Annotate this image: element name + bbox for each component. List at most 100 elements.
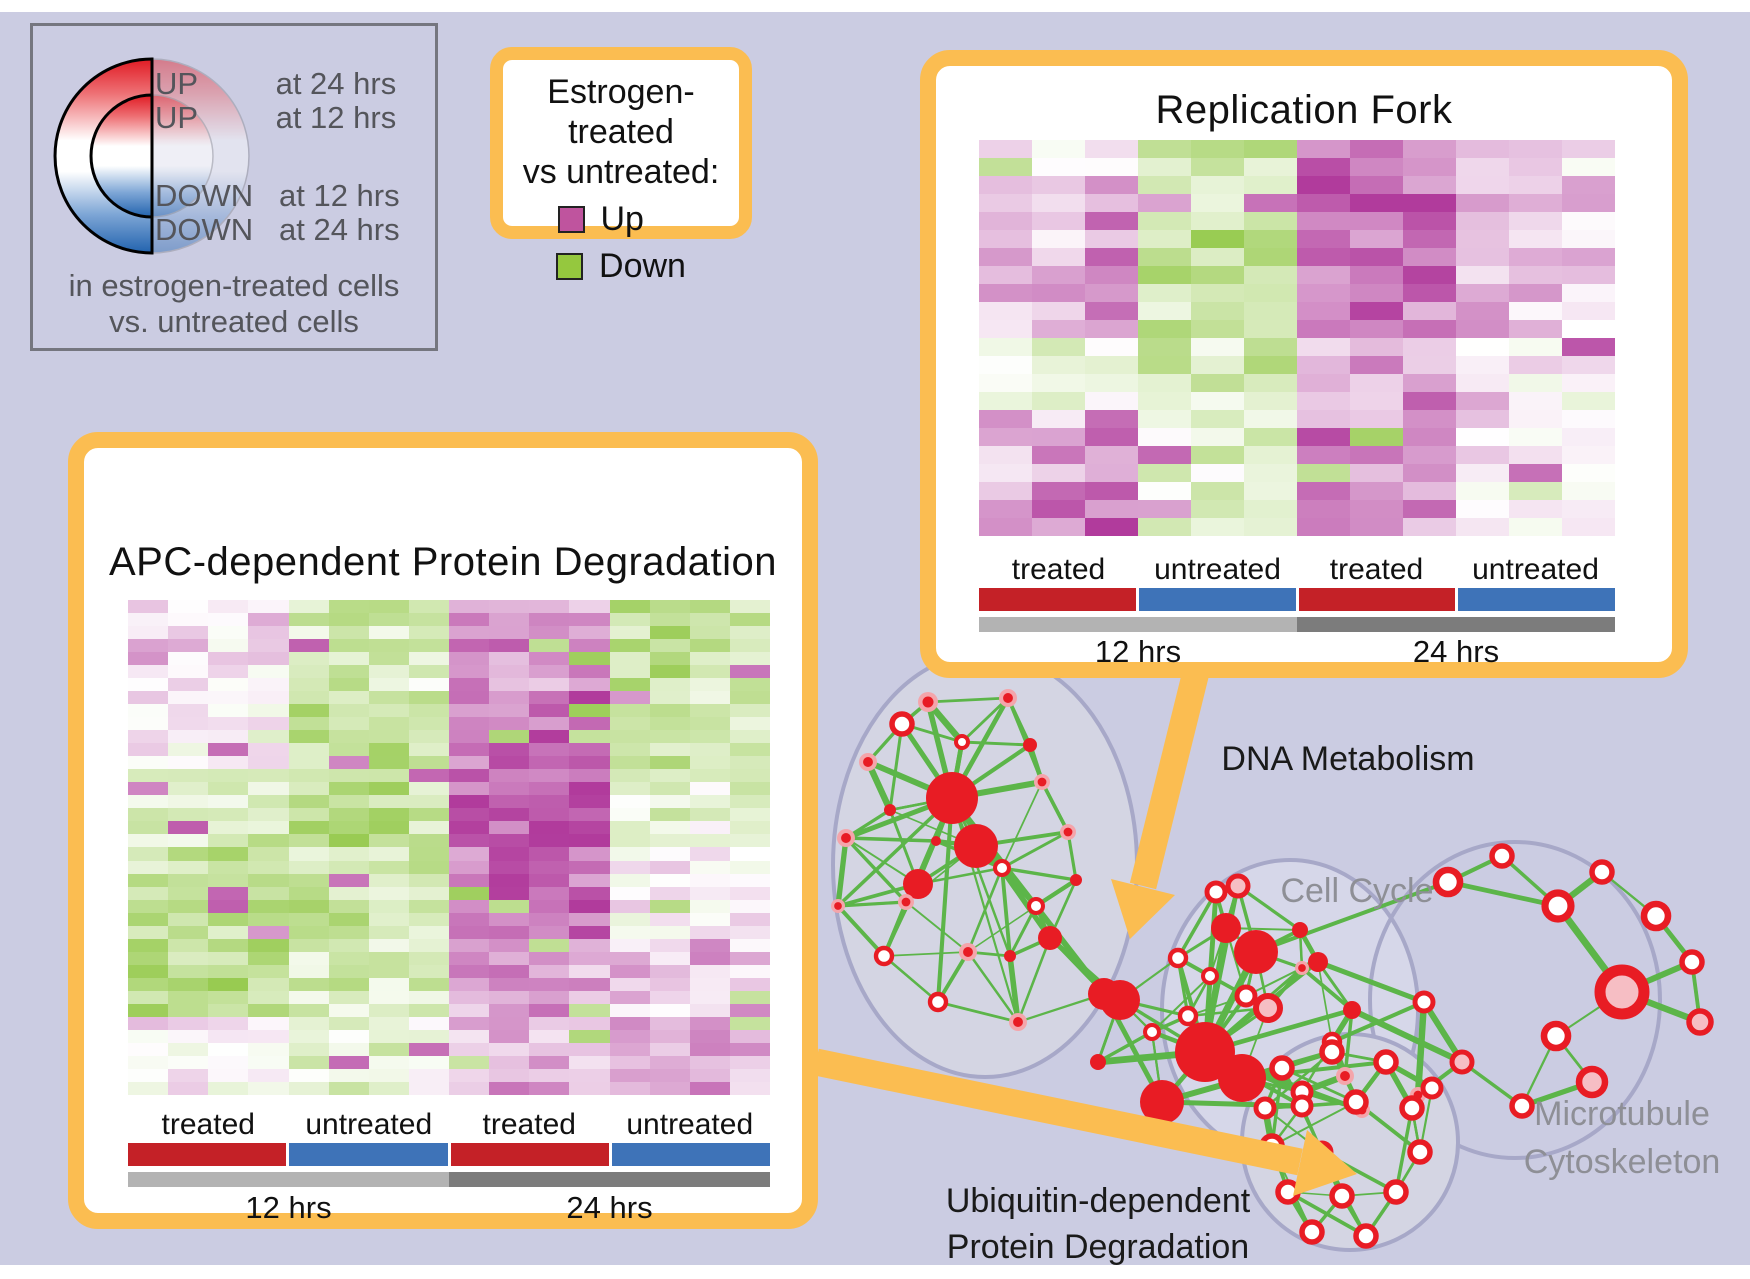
- heatmap-cell: [529, 717, 570, 731]
- heatmap-cell: [168, 782, 209, 796]
- heatmap-cell: [649, 964, 690, 978]
- heatmap-cell: [449, 808, 490, 822]
- heatmap-cell: [1350, 302, 1403, 320]
- heatmap-cell: [1297, 248, 1350, 266]
- heatmap-cell: [1297, 356, 1350, 374]
- heatmap-cell: [368, 730, 409, 744]
- heatmap-cell: [208, 704, 249, 718]
- heatmap-cell: [1191, 302, 1244, 320]
- heatmap-cell: [1032, 158, 1085, 176]
- heatmap-cell: [609, 1042, 650, 1056]
- heatmap-cell: [248, 639, 289, 653]
- heatmap-cell: [689, 600, 730, 614]
- heatmap-cell: [128, 678, 169, 692]
- heatmap-cell: [168, 899, 209, 913]
- heatmap-cell: [489, 1068, 530, 1082]
- heatmap-cell: [569, 652, 610, 666]
- heatmap-cell: [1562, 158, 1615, 176]
- heatmap-cell: [1085, 428, 1138, 446]
- heatmap-cell: [208, 873, 249, 887]
- heatmap-cell: [288, 886, 329, 900]
- heatmap-cell: [288, 639, 329, 653]
- heatmap-cell: [288, 613, 329, 627]
- heatmap-cell: [128, 665, 169, 679]
- heatmap-cell: [489, 730, 530, 744]
- replication-fork-condition-bar: [979, 588, 1615, 611]
- apc-title: APC-dependent Protein Degradation: [108, 540, 778, 584]
- heatmap-cell: [368, 1068, 409, 1082]
- heatmap-cell: [128, 990, 169, 1004]
- heatmap-cell: [208, 691, 249, 705]
- heatmap-cell: [1297, 266, 1350, 284]
- heatmap-cell: [248, 808, 289, 822]
- heatmap-cell: [649, 717, 690, 731]
- heatmap-cell: [1509, 518, 1562, 536]
- heatmap-cell: [649, 652, 690, 666]
- heatmap-cell: [1244, 284, 1297, 302]
- heatmap-cell: [1244, 266, 1297, 284]
- untreated-bar: [611, 1143, 770, 1166]
- heatmap-cell: [288, 665, 329, 679]
- heatmap-cell: [529, 1081, 570, 1095]
- heatmap-cell: [168, 756, 209, 770]
- heatmap-cell: [729, 1081, 770, 1095]
- heatmap-cell: [449, 691, 490, 705]
- untreated-bar: [289, 1143, 448, 1166]
- heatmap-cell: [609, 717, 650, 731]
- heatmap-cell: [328, 743, 369, 757]
- heatmap-cell: [609, 678, 650, 692]
- heatmap-cell: [288, 626, 329, 640]
- heatmap-cell: [1456, 410, 1509, 428]
- heatmap-cell: [489, 639, 530, 653]
- heatmap-cell: [729, 847, 770, 861]
- heatmap-cell: [408, 912, 449, 926]
- heatmap-cell: [1456, 230, 1509, 248]
- heatmap-cell: [288, 1003, 329, 1017]
- heatmap-cell: [248, 834, 289, 848]
- heatmap-cell: [168, 964, 209, 978]
- heatmap-cell: [489, 912, 530, 926]
- heatmap-cell: [1403, 428, 1456, 446]
- heatmap-cell: [569, 925, 610, 939]
- heatmap-cell: [449, 977, 490, 991]
- heatmap-cell: [1297, 194, 1350, 212]
- heatmap-cell: [729, 756, 770, 770]
- heatmap-cell: [689, 1016, 730, 1030]
- heatmap-cell: [368, 782, 409, 796]
- heatmap-cell: [1350, 194, 1403, 212]
- apc-time-bar: [128, 1172, 770, 1187]
- heatmap-cell: [729, 821, 770, 835]
- heatmap-cell: [328, 704, 369, 718]
- heatmap-cell: [208, 769, 249, 783]
- heatmap-cell: [729, 652, 770, 666]
- heatmap-cell: [1350, 140, 1403, 158]
- heatmap-cell: [288, 717, 329, 731]
- heatmap-cell: [248, 1081, 289, 1095]
- heatmap-cell: [609, 990, 650, 1004]
- heatmap-cell: [729, 912, 770, 926]
- heatmap-cell: [1350, 176, 1403, 194]
- heatmap-cell: [1244, 176, 1297, 194]
- heatmap-cell: [1456, 338, 1509, 356]
- heatmap-cell: [368, 691, 409, 705]
- heatmap-cell: [689, 951, 730, 965]
- heatmap-cell: [248, 704, 289, 718]
- heatmap-cell: [408, 691, 449, 705]
- heatmap-cell: [168, 639, 209, 653]
- heatmap-cell: [1191, 176, 1244, 194]
- heatmap-cell: [368, 951, 409, 965]
- heatmap-cell: [328, 951, 369, 965]
- heatmap-cell: [1403, 284, 1456, 302]
- heatmap-cell: [1350, 428, 1403, 446]
- heatmap-cell: [328, 756, 369, 770]
- heatmap-cell: [328, 652, 369, 666]
- heatmap-cell: [1509, 212, 1562, 230]
- heatmap-cell: [1138, 212, 1191, 230]
- heatmap-cell: [649, 1081, 690, 1095]
- heatmap-cell: [529, 769, 570, 783]
- heatmap-cell: [689, 873, 730, 887]
- heatmap-cell: [649, 873, 690, 887]
- heatmap-cell: [128, 873, 169, 887]
- heatmap-cell: [408, 847, 449, 861]
- heatmap-cell: [1562, 500, 1615, 518]
